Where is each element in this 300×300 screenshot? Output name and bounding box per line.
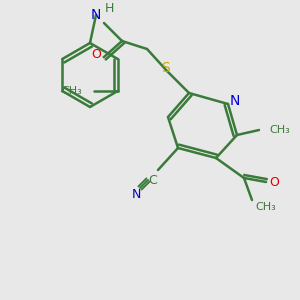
Text: H: H [104, 2, 114, 16]
Text: N: N [131, 188, 141, 202]
Text: N: N [230, 94, 240, 108]
Text: C: C [148, 173, 158, 187]
Text: O: O [91, 49, 101, 62]
Text: CH₃: CH₃ [61, 86, 82, 96]
Text: S: S [160, 61, 169, 75]
Text: CH₃: CH₃ [255, 202, 276, 212]
Text: O: O [269, 176, 279, 188]
Text: CH₃: CH₃ [269, 125, 290, 135]
Text: N: N [91, 8, 101, 22]
